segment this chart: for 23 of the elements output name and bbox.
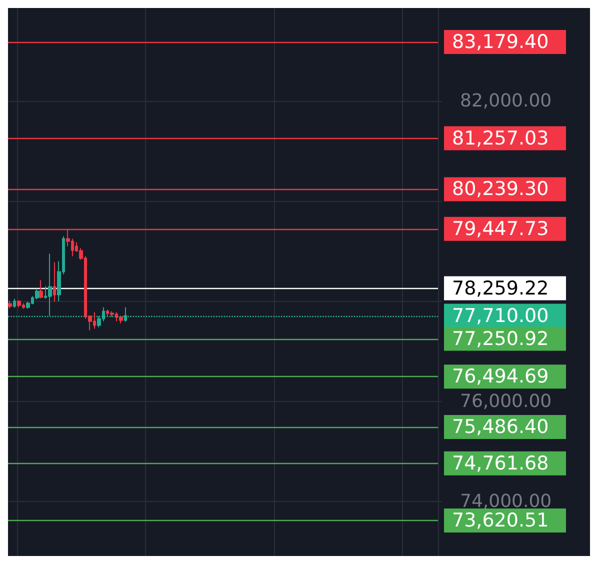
ref-line-label: 83,179.40 — [452, 31, 549, 54]
ref-line-label: 80,239.30 — [452, 178, 549, 200]
y-tick-label: 74,000.00 — [460, 490, 552, 512]
ref-line-label: 81,257.03 — [452, 127, 549, 150]
ref-line-label: 73,620.51 — [452, 509, 549, 532]
ref-line-label: 77,250.92 — [452, 328, 549, 350]
ref-line-label: 77,710.00 — [452, 304, 549, 327]
ref-line-label: 74,761.68 — [452, 452, 549, 474]
ref-line-label: 79,447.73 — [452, 218, 549, 240]
ref-line-label: 75,486.40 — [452, 416, 549, 438]
candlestick — [39, 280, 43, 299]
y-tick-label: 76,000.00 — [460, 390, 552, 412]
candlestick — [8, 300, 12, 309]
candlestick — [17, 300, 21, 308]
y-tick-label: 82,000.00 — [460, 90, 552, 112]
ref-line-label: 78,259.22 — [452, 277, 549, 300]
candlestick — [124, 306, 127, 322]
candlestick — [110, 310, 114, 318]
candlestick — [13, 298, 16, 308]
ref-line-label: 76,494.69 — [452, 366, 549, 388]
candlestick — [53, 262, 56, 302]
candlestick — [48, 253, 52, 316]
candlestick — [119, 316, 123, 324]
